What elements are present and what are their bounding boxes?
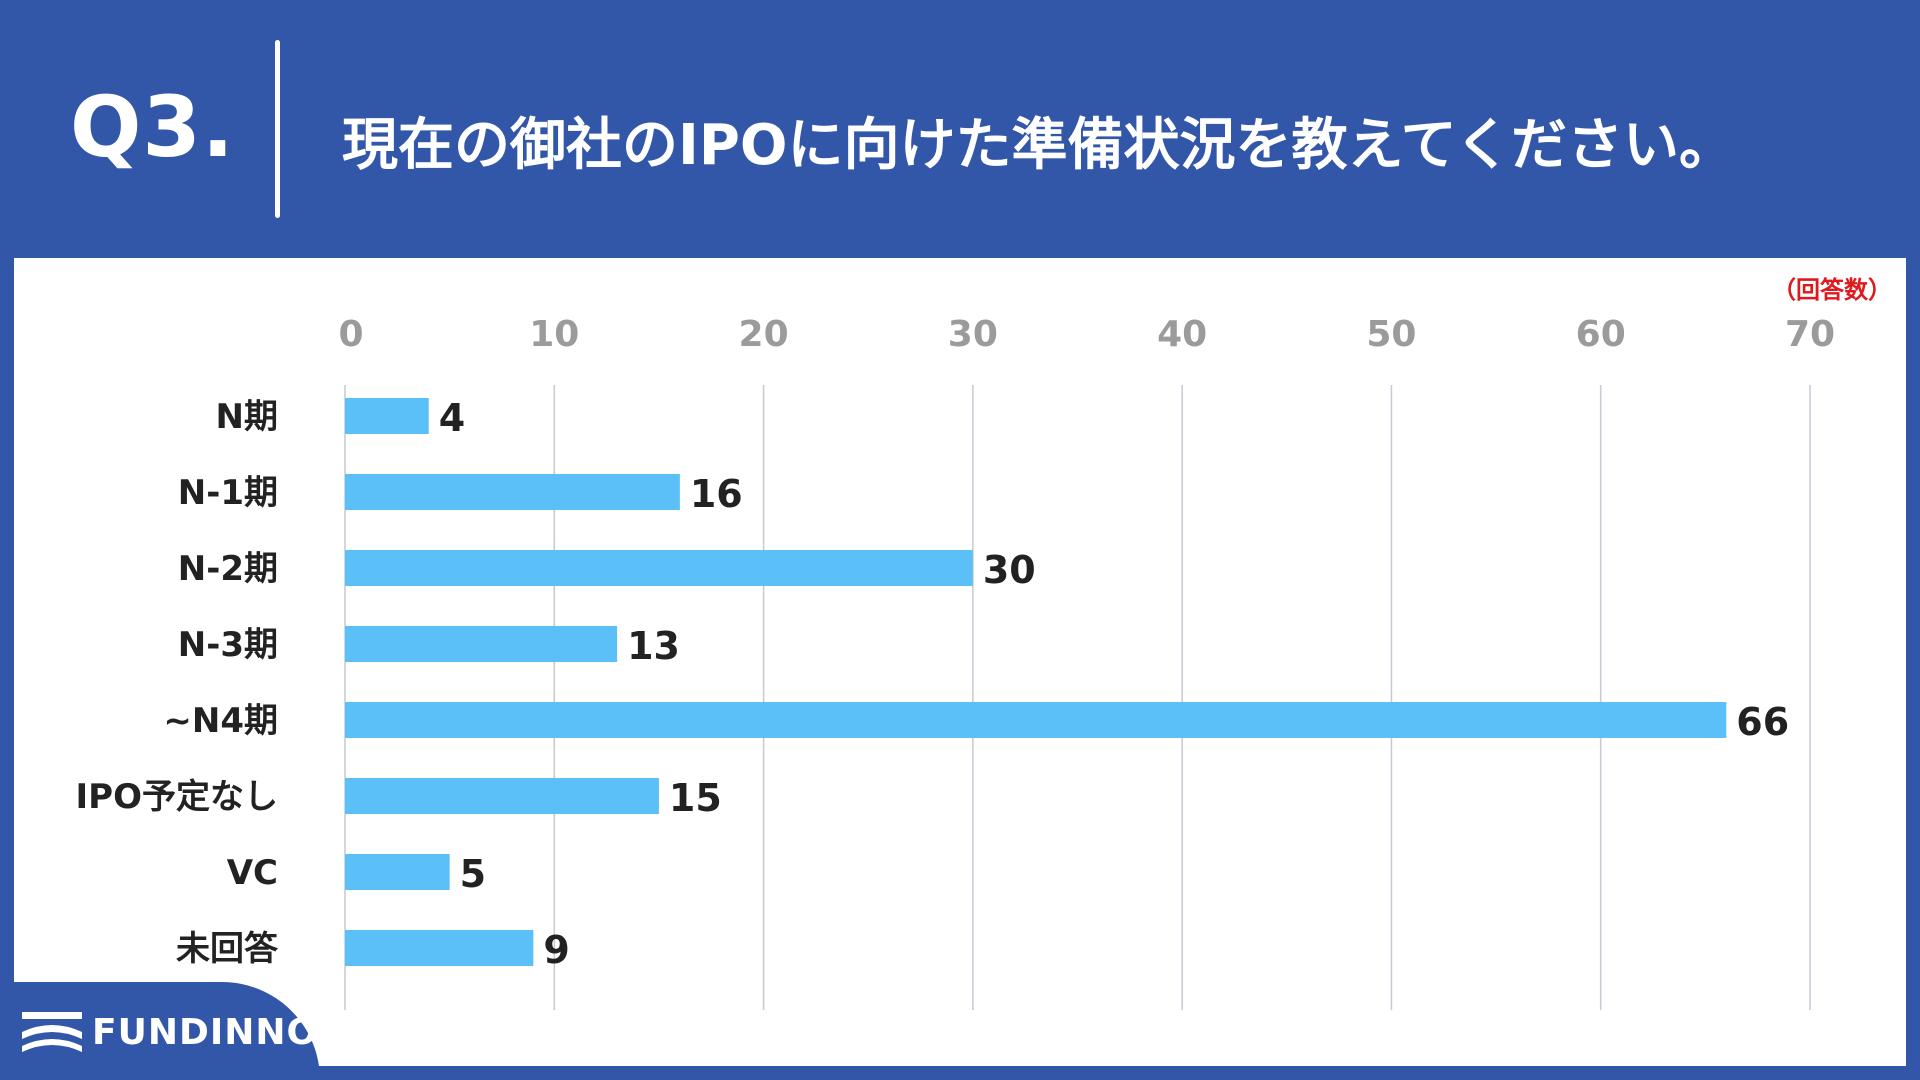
x-tick-label: 60 xyxy=(1576,314,1626,355)
bar xyxy=(345,398,429,434)
category-label: 未回答 xyxy=(176,929,279,969)
bar xyxy=(345,854,450,890)
data-label: 13 xyxy=(627,624,680,668)
x-tick-label: 10 xyxy=(529,314,579,355)
bar xyxy=(345,778,659,814)
category-label: N-3期 xyxy=(178,625,278,665)
bar xyxy=(345,626,618,662)
fundinno-logo-icon xyxy=(22,1012,82,1052)
bar xyxy=(345,550,973,586)
category-label: IPO予定なし xyxy=(76,777,278,817)
header: Q3. 現在の御社のIPOに向けた準備状況を教えてください。 xyxy=(0,0,1920,258)
x-tick-label: 50 xyxy=(1366,314,1416,355)
data-label: 30 xyxy=(983,548,1036,592)
bar xyxy=(345,702,1727,738)
logo-area: FUNDINNO xyxy=(0,982,320,1080)
data-label: 66 xyxy=(1736,700,1789,744)
question-number: Q3. xyxy=(70,78,235,176)
data-label: 15 xyxy=(669,776,722,820)
header-divider xyxy=(275,40,280,218)
data-label: 16 xyxy=(690,472,743,516)
category-label: ~N4期 xyxy=(163,701,278,741)
category-label: N-1期 xyxy=(178,473,278,513)
bar xyxy=(345,474,680,510)
bar xyxy=(345,930,534,966)
data-label: 5 xyxy=(460,852,486,896)
category-label: N期 xyxy=(216,397,278,437)
logo-text: FUNDINNO xyxy=(92,1012,319,1053)
x-tick-label: 0 xyxy=(338,314,363,355)
chart-panel xyxy=(14,258,1906,1066)
x-tick-label: 40 xyxy=(1157,314,1207,355)
x-tick-label: 20 xyxy=(739,314,789,355)
x-tick-label: 70 xyxy=(1785,314,1835,355)
category-label: VC xyxy=(227,853,278,893)
data-label: 4 xyxy=(439,396,465,440)
unit-label: （回答数） xyxy=(1772,276,1892,304)
data-label: 9 xyxy=(543,928,569,972)
x-tick-label: 30 xyxy=(948,314,998,355)
question-title: 現在の御社のIPOに向けた準備状況を教えてください。 xyxy=(342,113,1736,178)
category-label: N-2期 xyxy=(178,549,278,589)
